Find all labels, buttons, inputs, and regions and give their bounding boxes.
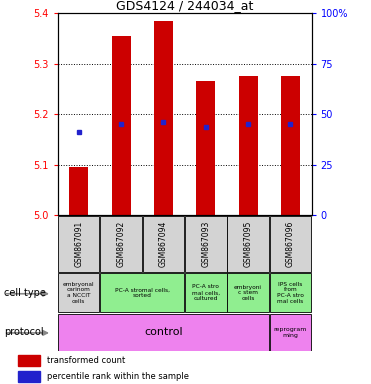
Text: reprogram
ming: reprogram ming: [274, 327, 307, 338]
Text: GSM867093: GSM867093: [201, 221, 210, 267]
Bar: [227, 273, 269, 312]
Text: IPS cells
from
PC-A stro
mal cells: IPS cells from PC-A stro mal cells: [277, 281, 304, 304]
Bar: [100, 273, 184, 312]
Bar: [270, 314, 311, 351]
Bar: [227, 216, 269, 272]
Text: transformed count: transformed count: [47, 356, 125, 365]
Bar: [270, 216, 311, 272]
Text: GSM867092: GSM867092: [116, 221, 125, 267]
Text: GSM867095: GSM867095: [244, 221, 253, 267]
Bar: [58, 216, 99, 272]
Text: cell type: cell type: [4, 288, 46, 298]
Bar: [112, 36, 131, 215]
Text: protocol: protocol: [4, 327, 43, 337]
Text: embryonal
carinom
a NCCIT
cells: embryonal carinom a NCCIT cells: [63, 281, 95, 304]
Text: percentile rank within the sample: percentile rank within the sample: [47, 372, 189, 381]
Bar: [18, 371, 40, 382]
Text: GSM867091: GSM867091: [74, 221, 83, 267]
Bar: [185, 216, 227, 272]
Text: embryoni
c stem
cells: embryoni c stem cells: [234, 285, 262, 301]
Bar: [281, 76, 300, 215]
Bar: [100, 216, 142, 272]
Bar: [196, 81, 215, 215]
Bar: [69, 167, 88, 215]
Bar: [239, 76, 257, 215]
Text: GSM867094: GSM867094: [159, 221, 168, 267]
Bar: [142, 216, 184, 272]
Text: control: control: [144, 327, 183, 337]
Bar: [18, 355, 40, 366]
Bar: [58, 273, 99, 312]
Bar: [270, 273, 311, 312]
Bar: [58, 314, 269, 351]
Text: PC-A stro
mal cells,
cultured: PC-A stro mal cells, cultured: [192, 285, 220, 301]
Title: GDS4124 / 244034_at: GDS4124 / 244034_at: [116, 0, 253, 12]
Bar: [154, 21, 173, 215]
Text: PC-A stromal cells,
sorted: PC-A stromal cells, sorted: [115, 287, 170, 298]
Text: GSM867096: GSM867096: [286, 221, 295, 267]
Bar: [185, 273, 227, 312]
